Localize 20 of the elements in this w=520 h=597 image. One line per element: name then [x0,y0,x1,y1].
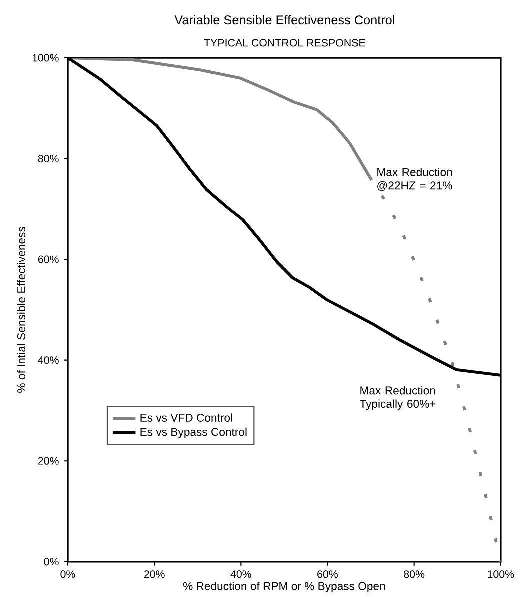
legend-label: Es vs Bypass Control [140,428,247,438]
x-tick-label: 80% [404,570,425,578]
y-tick-label: 0% [44,558,59,566]
x-tick-label: 60% [318,570,338,578]
legend-label: Es vs VFD Control [140,414,232,422]
y-tick-label: 40% [38,356,59,364]
x-tick-label: 40% [230,570,252,578]
y-tick-label: 60% [38,256,59,264]
y-tick-label: 80% [38,155,59,163]
annotation: Max Reduction @22HZ = 21% [378,168,452,192]
chart-title: Variable Sensible Effectiveness Control [174,15,394,25]
y-tick-label: 100% [32,54,59,62]
y-tick-label: 20% [38,457,59,465]
x-tick-label: 20% [144,570,165,578]
x-axis-title: % Reduction of RPM or % Bypass Open [183,582,386,593]
annotation: Max Reduction Typically 60%+ [360,386,436,410]
chart-subtitle: TYPICAL CONTROL RESPONSE [204,39,366,47]
x-tick-label: 100% [488,570,514,578]
y-axis-title: % of Intial Sensible Effectiveness [17,227,26,393]
x-tick-label: 0% [60,570,76,578]
